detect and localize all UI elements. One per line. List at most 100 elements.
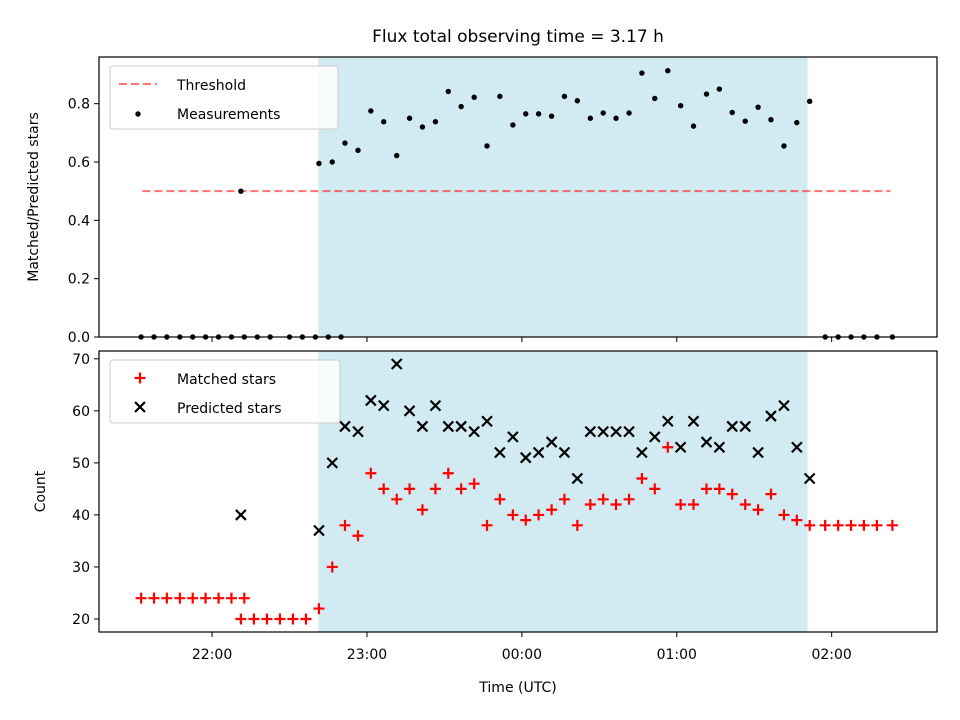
top-y-tick-label: 0.0	[68, 330, 90, 346]
predicted-stars-point	[468, 425, 480, 438]
predicted-stars-point	[726, 420, 739, 433]
top-y-tick-label: 0.6	[68, 155, 90, 171]
predicted-stars-point	[519, 451, 532, 464]
matched-stars-point	[365, 467, 377, 479]
matched-stars-point	[494, 493, 506, 505]
bottom-legend	[109, 359, 341, 424]
predicted-stars-point	[429, 399, 442, 412]
matched-stars-point	[778, 509, 790, 521]
predicted-stars-point	[545, 436, 558, 448]
matched-stars-point	[174, 592, 186, 604]
measurement-point	[484, 143, 490, 149]
measurement-point	[639, 70, 645, 76]
measurement-point	[497, 93, 503, 100]
matched-stars-point	[391, 493, 403, 505]
matched-stars-point	[845, 519, 857, 531]
measurement-point	[316, 160, 322, 167]
predicted-stars-point	[403, 405, 416, 417]
predicted-stars-point	[584, 425, 597, 438]
matched-stars-point	[235, 613, 247, 625]
matched-stars-point	[804, 519, 816, 531]
matched-stars-point	[871, 519, 883, 531]
legend-label: Matched stars	[177, 372, 276, 388]
bottom-y-tick-label: 30	[72, 560, 90, 576]
matched-stars-point	[533, 509, 545, 521]
measurement-point	[690, 123, 697, 129]
measurement-point	[626, 110, 632, 116]
matched-stars-point	[404, 483, 416, 495]
matched-stars-point	[520, 514, 532, 526]
matched-stars-point	[623, 493, 635, 505]
measurement-point	[419, 124, 426, 130]
predicted-stars-point	[352, 425, 364, 438]
matched-stars-point	[636, 472, 648, 484]
predicted-stars-point	[765, 410, 777, 422]
matched-stars-point	[274, 613, 286, 625]
predicted-stars-point	[623, 425, 635, 438]
x-axis-label: Time (UTC)	[478, 680, 556, 696]
matched-stars-point	[791, 514, 803, 526]
measurement-point	[458, 103, 464, 110]
matched-stars-point	[688, 499, 699, 511]
matched-stars-point	[326, 561, 338, 573]
top-legend	[109, 65, 339, 130]
measurement-point	[548, 113, 555, 119]
measurement-point	[703, 91, 710, 97]
x-tick-label: 01:00	[657, 647, 697, 663]
matched-stars-point	[313, 603, 325, 615]
bottom-y-tick-label: 40	[72, 508, 90, 524]
measurement-point	[561, 93, 568, 100]
bottom-y-axis-label: Count	[33, 470, 49, 512]
matched-stars-point	[135, 592, 147, 604]
matched-stars-point	[675, 499, 687, 511]
measurement-point	[729, 109, 735, 116]
measurement-point	[238, 188, 244, 194]
measurement-point	[432, 119, 439, 125]
legend-label: Predicted stars	[177, 401, 282, 417]
matched-stars-point	[752, 504, 764, 516]
measurement-point	[574, 98, 581, 104]
predicted-stars-point	[235, 509, 247, 521]
bottom-y-tick-label: 50	[72, 456, 90, 472]
legend-measurements-swatch	[135, 111, 141, 117]
matched-stars-point	[261, 613, 273, 625]
predicted-stars-point	[713, 441, 726, 454]
measurement-point	[535, 111, 542, 117]
predicted-stars-point	[365, 394, 377, 407]
predicted-stars-point	[700, 436, 713, 448]
matched-stars-point	[352, 530, 364, 542]
matched-stars-point	[584, 499, 596, 511]
predicted-stars-point	[558, 446, 571, 459]
bottom-panel: 20 30 40 50 60 70 22:00 23:00 00:00 01:00 02:00 Cou…	[33, 350, 938, 663]
matched-stars-point	[455, 483, 467, 495]
top-axes-frame	[98, 56, 938, 338]
x-tick-label: 02:00	[811, 647, 851, 663]
predicted-stars-point	[532, 446, 545, 459]
bottom-axes-frame	[98, 350, 938, 633]
legend-predicted-swatch	[134, 401, 146, 413]
bottom-shaded-region	[318, 351, 808, 632]
matched-stars-point	[378, 483, 390, 495]
predicted-stars-point	[752, 446, 764, 459]
matched-stars-point	[571, 519, 583, 531]
measurement-point	[613, 115, 619, 121]
measurement-point	[652, 95, 658, 102]
measurement-point	[781, 143, 787, 149]
measurement-point	[600, 110, 606, 116]
predicted-stars-point	[662, 415, 674, 428]
predicted-stars-point	[339, 420, 351, 433]
predicted-stars-point	[442, 420, 455, 433]
matched-stars-point	[238, 592, 250, 604]
legend-matched-swatch	[134, 372, 146, 384]
measurement-point	[471, 94, 477, 100]
measurement-point	[768, 117, 774, 123]
matched-stars-point	[546, 504, 558, 516]
x-tick-label: 00:00	[502, 647, 542, 663]
matched-stars-point	[248, 613, 260, 625]
predicted-stars-point	[377, 399, 390, 412]
predicted-stars-point	[571, 472, 584, 485]
matched-stars-point	[442, 467, 454, 479]
measurement-point	[716, 86, 723, 92]
chart-title: Flux total observing time = 3.17 h	[372, 27, 664, 47]
